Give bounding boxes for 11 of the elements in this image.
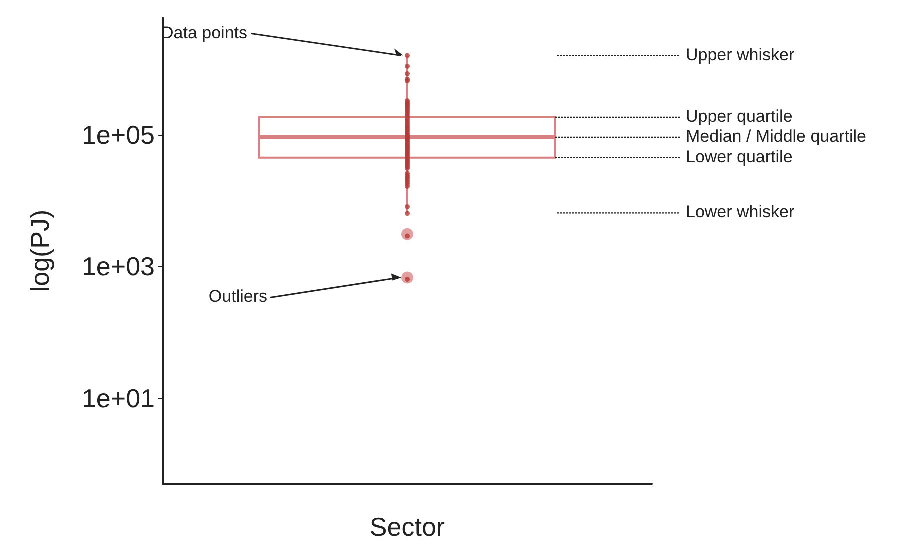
x-axis-title: Sector (370, 512, 446, 542)
y-tick-label: 1e+05 (82, 120, 155, 150)
text: Lower quartile (686, 147, 793, 166)
y-axis-title: log(PJ) (25, 210, 55, 292)
text: Lower whisker (686, 202, 795, 222)
text: Upper quartile (686, 106, 793, 126)
annotation: Outliers (208, 287, 268, 306)
y-tick-label: 1e+01 (82, 383, 155, 414)
text: Median / Middle quartile (686, 126, 866, 146)
y-tick-label: 1e+03 (82, 252, 155, 282)
text: Upper whisker (686, 45, 795, 64)
